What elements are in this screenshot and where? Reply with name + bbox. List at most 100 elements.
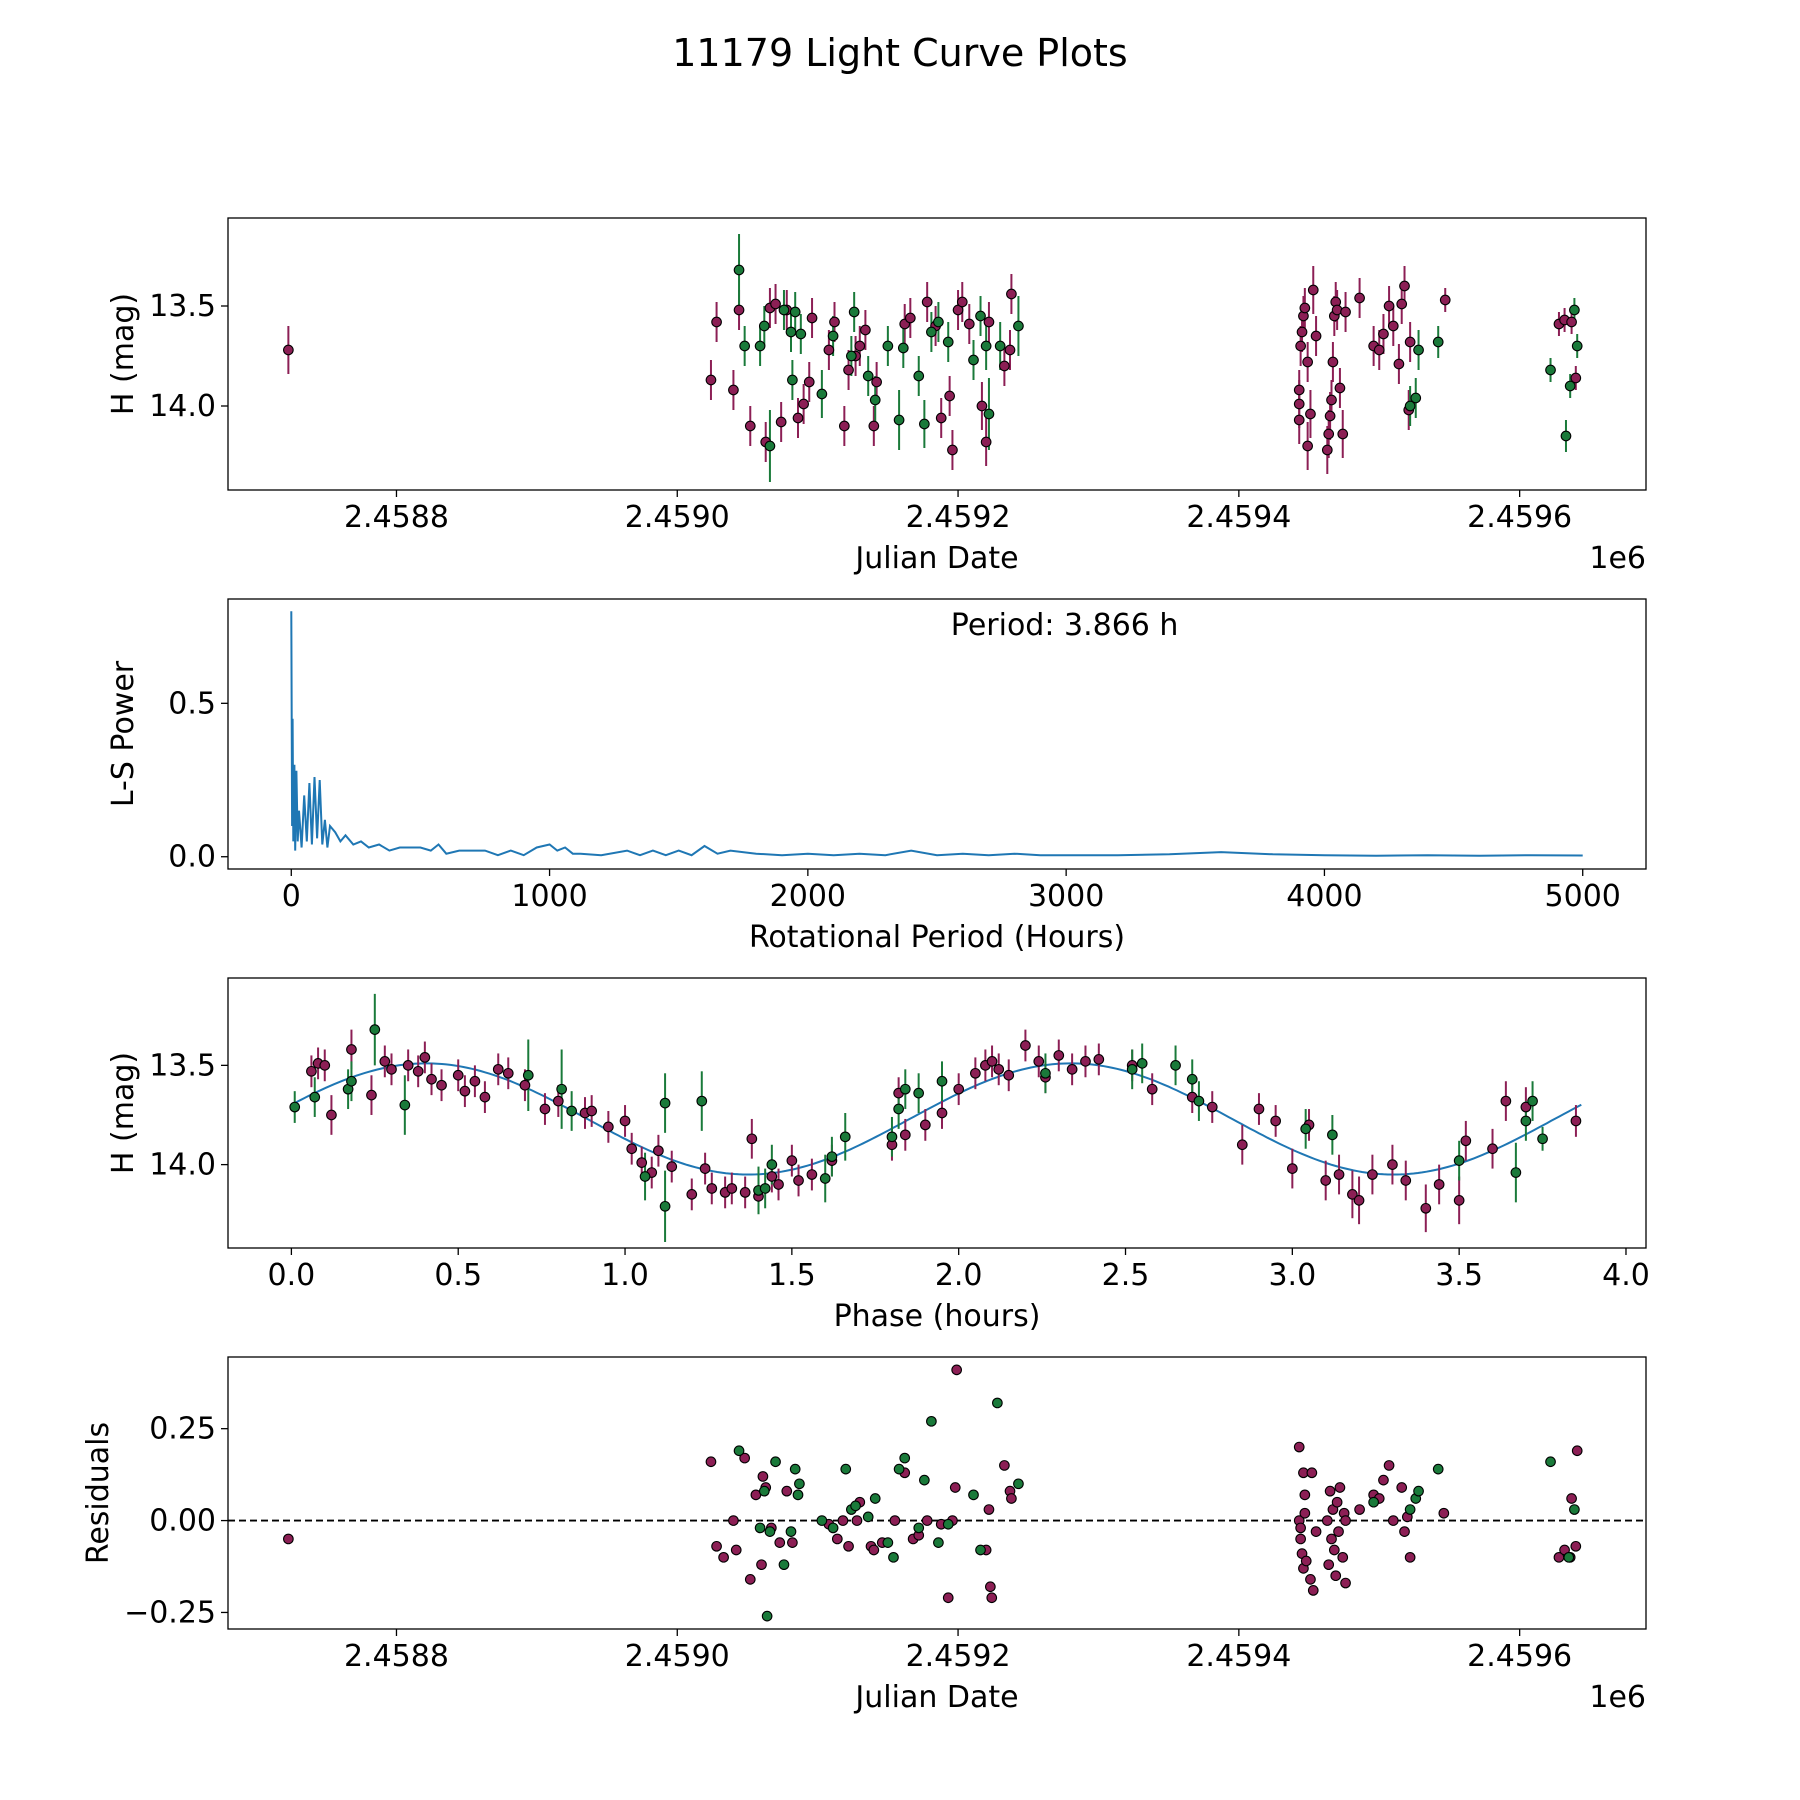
data-point: [1438, 1507, 1450, 1519]
data-point: [619, 1115, 631, 1127]
data-point: [1270, 1115, 1282, 1127]
data-point: [1020, 1040, 1031, 1051]
data-point: [840, 1463, 852, 1475]
data-point: [949, 1482, 961, 1493]
data-point: [1323, 428, 1335, 440]
data-point: [1399, 1526, 1410, 1537]
x-tick-label: 2.4592: [906, 1639, 1011, 1674]
data-point: [1040, 1067, 1051, 1079]
data-point: [1432, 336, 1444, 348]
data-point: [1193, 1095, 1205, 1107]
data-point: [778, 1559, 790, 1571]
data-point: [787, 1537, 798, 1548]
data-point: [492, 1063, 504, 1075]
data-point: [1334, 1482, 1346, 1493]
data-point: [897, 342, 909, 354]
x-tick-label: 2.4588: [344, 1639, 449, 1674]
data-point: [980, 340, 992, 352]
data-point: [843, 1540, 854, 1552]
data-point: [1305, 408, 1316, 420]
data-point: [733, 304, 745, 316]
data-point: [1066, 1063, 1078, 1075]
data-point: [1545, 364, 1556, 376]
x-axis-label: Julian Date: [853, 1680, 1018, 1715]
data-point: [1340, 1515, 1351, 1526]
data-point: [603, 1121, 614, 1133]
data-point: [819, 1173, 831, 1184]
data-point: [626, 1143, 638, 1155]
data-point: [1569, 304, 1580, 316]
y-axis-label: Residuals: [81, 1422, 116, 1564]
data-point: [829, 316, 840, 328]
x-tick-label: 2.4596: [1467, 1639, 1572, 1674]
data-point: [850, 1500, 861, 1512]
data-point: [306, 1065, 317, 1077]
data-point: [733, 264, 745, 276]
data-point: [968, 354, 979, 366]
data-point: [792, 1489, 804, 1501]
data-point: [1353, 1195, 1365, 1206]
data-point: [893, 1463, 905, 1475]
data-point: [1253, 1103, 1265, 1115]
data-point: [947, 444, 958, 456]
data-point: [774, 1537, 786, 1548]
data-point: [739, 1452, 751, 1464]
data-point: [1300, 1555, 1312, 1567]
x-tick-label: 2.4592: [906, 500, 1011, 535]
data-point: [1003, 1069, 1015, 1081]
periodogram-panel: 0 1000 2000 3000 4000 5000 0.5 0.0 Rotational Pe…: [106, 598, 1647, 955]
data-point: [1433, 1179, 1445, 1190]
data-point: [754, 1522, 766, 1534]
data-point: [1354, 292, 1365, 304]
data-point: [1387, 320, 1399, 332]
x-tick-label: 1.5: [768, 1258, 816, 1293]
data-point: [1460, 1135, 1472, 1147]
data-point: [1420, 1202, 1432, 1214]
data-point: [1323, 1559, 1335, 1571]
y-tick-label: 0.0: [168, 840, 216, 875]
data-point: [326, 1109, 337, 1121]
data-point: [283, 344, 294, 356]
data-point: [705, 374, 717, 386]
data-point: [757, 1471, 769, 1482]
data-point: [1093, 1054, 1105, 1065]
data-point: [1013, 320, 1024, 332]
data-point: [1080, 1056, 1091, 1067]
x-tick-label: 3.0: [1268, 1258, 1316, 1293]
data-point: [1302, 440, 1313, 452]
x-offset-label: 1e6: [1589, 541, 1646, 576]
data-point: [871, 376, 882, 388]
data-point: [851, 1515, 863, 1526]
data-point: [402, 1060, 414, 1071]
data-point: [1520, 1115, 1532, 1127]
data-point: [711, 1540, 722, 1552]
data-point: [921, 296, 933, 308]
x-tick-label: 2.4594: [1186, 1639, 1291, 1674]
data-point: [1206, 1101, 1218, 1113]
data-point: [1146, 1083, 1158, 1095]
data-point: [846, 350, 857, 362]
data-point: [1321, 1515, 1333, 1526]
data-point: [1136, 1058, 1148, 1069]
data-point: [992, 1397, 1003, 1409]
data-point: [781, 1485, 793, 1497]
y-axis-label: H (mag): [106, 1052, 141, 1174]
data-point: [1293, 384, 1305, 396]
data-point: [552, 1095, 564, 1107]
data-point: [419, 1052, 431, 1063]
data-point: [933, 1537, 944, 1548]
data-point: [1404, 1551, 1416, 1563]
data-point: [913, 1087, 924, 1099]
data-point: [289, 1101, 301, 1113]
data-point: [761, 1610, 773, 1622]
data-point: [936, 1075, 948, 1087]
data-point: [705, 1456, 717, 1468]
data-point: [1293, 398, 1305, 410]
data-point: [653, 1145, 664, 1157]
data-point: [986, 1592, 998, 1604]
y-tick-label: 13.5: [149, 1048, 216, 1083]
data-point: [1004, 344, 1016, 356]
data-point: [1383, 300, 1395, 312]
data-point: [926, 326, 937, 338]
